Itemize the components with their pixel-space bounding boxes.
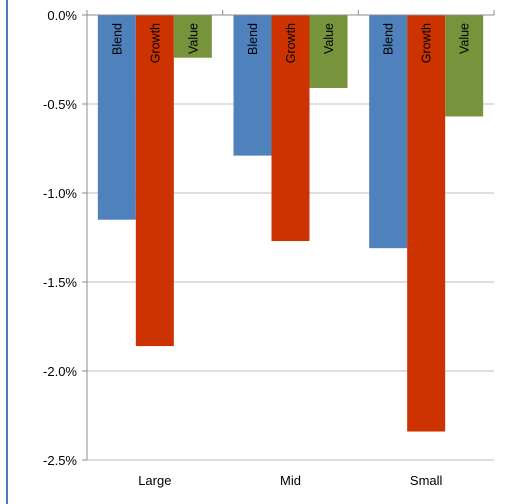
x-axis-category-labels: Large Mid Small: [138, 473, 442, 488]
left-border-line: [6, 0, 8, 504]
bar-series-label: Value: [186, 23, 200, 54]
bar-series-label: Value: [458, 23, 472, 54]
bar-growth-mid: [271, 15, 310, 242]
bar-value-small: [445, 15, 484, 117]
bar-value-mid: [309, 15, 348, 88]
bar-blend-mid: [233, 15, 272, 156]
y-tick-label: -1.0%: [43, 186, 77, 201]
y-tick-label: -0.5%: [43, 97, 77, 112]
bars: Blend Growth Value Blend Growth Value Blend Gro…: [97, 15, 484, 432]
bar-series-label: Growth: [148, 23, 162, 63]
bar-series-label: Growth: [284, 23, 298, 63]
x-category-label: Mid: [280, 473, 301, 488]
axes: [86, 10, 495, 460]
y-tick-label: -1.5%: [43, 275, 77, 290]
y-tick-label: -2.5%: [43, 453, 77, 468]
bar-value-large: [173, 15, 212, 58]
bar-series-label: Blend: [110, 23, 124, 55]
bar-growth-large: [135, 15, 174, 347]
bar-series-label: Blend: [382, 23, 396, 55]
x-category-label: Small: [410, 473, 443, 488]
bar-series-label: Blend: [246, 23, 260, 55]
bar-growth-small: [407, 15, 446, 432]
bar-series-label: Growth: [420, 23, 434, 63]
y-tick-label: 0.0%: [47, 8, 77, 23]
bar-blend-large: [97, 15, 136, 220]
x-category-label: Large: [138, 473, 171, 488]
y-tick-label: -2.0%: [43, 364, 77, 379]
bar-blend-small: [369, 15, 408, 249]
y-axis-tick-labels: 0.0% -0.5% -1.0% -1.5% -2.0% -2.5%: [43, 8, 87, 468]
bar-series-label: Value: [322, 23, 336, 54]
